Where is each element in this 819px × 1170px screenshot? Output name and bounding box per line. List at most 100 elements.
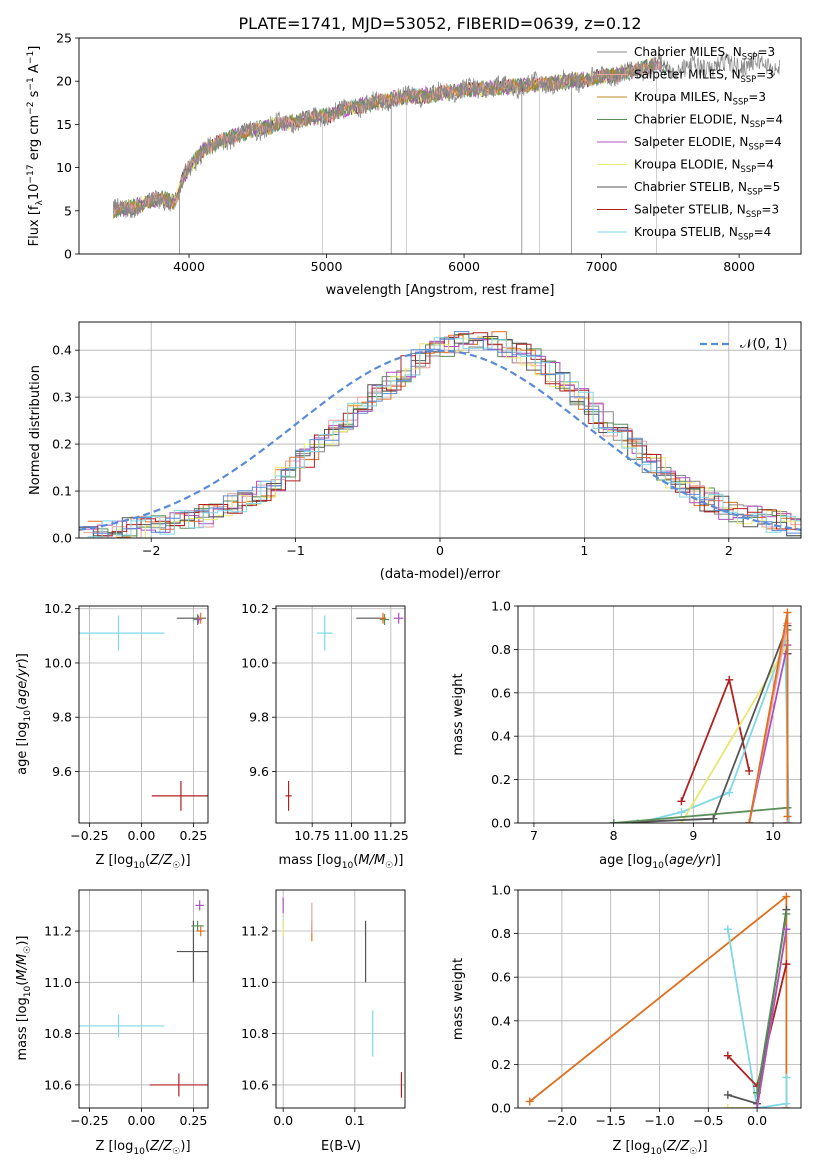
residual-histogram <box>87 336 801 538</box>
series-line <box>613 625 789 823</box>
normal-curve <box>79 349 801 531</box>
y-tick-label: 5 <box>64 203 72 218</box>
x-tick-label: −0.5 <box>693 1113 723 1128</box>
y-tick-label: 1.0 <box>491 599 511 614</box>
y-tick-label: 0.6 <box>491 970 511 985</box>
axes-residuals: −2 −1 0 1 2 0.0 0.1 0.2 0.3 0.4 Normed distributio… <box>28 321 802 582</box>
axes-frame <box>78 37 802 255</box>
plus-marker <box>723 1090 732 1099</box>
data-point <box>176 920 208 983</box>
series-line <box>613 629 789 823</box>
y-axis-label: Normed distribution <box>28 365 43 495</box>
y-tick-label: 11.0 <box>44 975 72 990</box>
plus-marker <box>782 925 791 934</box>
axes-mass-weight-vs-Z: −2.0 −1.5 −1.0 −0.5 0.0 0.0 0.2 0.4 0.6 0.8 1.0 mas… <box>451 883 802 1157</box>
y-tick-label: 11.2 <box>44 924 72 939</box>
mass-weight-series <box>745 608 792 823</box>
x-tick-label: 0.1 <box>345 1113 365 1128</box>
data-point <box>316 615 333 651</box>
axes-frame <box>517 605 802 824</box>
y-tick-label: 10 <box>56 160 72 175</box>
data-point <box>79 1014 165 1038</box>
mass-weight-series <box>753 925 791 1108</box>
residual-histogram <box>83 339 801 533</box>
axes-frame <box>275 889 406 1109</box>
data-point <box>196 615 201 624</box>
legend-label: Salpeter ELODIE, NSSP=4 <box>634 135 782 152</box>
x-axis-label: Z [log10(Z/Z☉)] <box>612 1139 707 1157</box>
x-axis-label: Z [log10(Z/Z☉)] <box>95 853 190 871</box>
plus-marker <box>723 925 732 934</box>
y-axis-label: mass weight <box>451 673 466 755</box>
y-tick-label: 0 <box>64 247 72 262</box>
spectrum-line <box>113 50 781 219</box>
plus-marker <box>677 797 686 806</box>
x-tick-label: 2 <box>725 543 733 558</box>
plus-marker <box>609 819 618 823</box>
legend-label: 𝒩(0, 1) <box>740 337 787 352</box>
x-tick-label: 7000 <box>586 259 618 274</box>
axes-mass-vs-EBV: 0.0 0.1 10.6 10.8 11.0 11.2 E(B-V) <box>241 889 406 1154</box>
x-tick-label: −2.0 <box>547 1113 577 1128</box>
plot-area <box>79 612 208 811</box>
x-tick-label: 0.00 <box>127 828 155 843</box>
x-tick-label: −0.25 <box>70 828 108 843</box>
plot-area <box>282 897 403 1098</box>
plus-marker <box>725 675 734 684</box>
axes-mass-weight-vs-age: 7 8 9 10 0.0 0.2 0.4 0.6 0.8 1.0 mass weight age [l… <box>451 599 802 871</box>
plot-area <box>79 900 208 1097</box>
axes-frame <box>78 605 209 824</box>
residual-histogram <box>87 331 801 538</box>
x-tick-label: 0.00 <box>127 1113 155 1128</box>
plus-marker <box>723 1104 732 1108</box>
y-tick-label: 0.0 <box>52 531 72 546</box>
y-tick-label: 11.0 <box>241 975 269 990</box>
x-tick-label: 0.25 <box>180 1113 208 1128</box>
y-axis-label: age [log10(age/yr)] <box>15 653 33 775</box>
x-axis-label: (data-model)/error <box>380 567 501 582</box>
data-point <box>285 780 292 811</box>
plot-area <box>79 331 801 538</box>
plus-marker <box>709 814 718 823</box>
x-tick-label: 9 <box>689 828 697 843</box>
x-tick-label: 10.75 <box>294 828 330 843</box>
x-tick-label: −1.5 <box>596 1113 626 1128</box>
y-tick-label: 9.8 <box>249 710 269 725</box>
legend-label: Kroupa STELIB, NSSP=4 <box>634 225 771 242</box>
x-tick-label: 6000 <box>448 259 480 274</box>
mass-weight-series <box>677 675 754 806</box>
y-axis-label: mass [log10(M/M☉)] <box>15 936 33 1061</box>
y-tick-label: 0.1 <box>52 484 72 499</box>
x-axis-label: wavelength [Angstrom, rest frame] <box>326 283 555 298</box>
mass-weight-series <box>753 909 791 1097</box>
mass-weight-series <box>745 641 792 823</box>
x-tick-label: 0 <box>436 543 444 558</box>
y-tick-label: 0.2 <box>491 1057 511 1072</box>
axes-spectrum: 4000 5000 6000 7000 8000 0 5 10 15 20 25 Flux [fλ10… <box>26 31 802 298</box>
plus-marker <box>782 1099 791 1108</box>
mass-weight-series <box>609 625 792 823</box>
y-tick-label: 10.6 <box>44 1077 72 1092</box>
data-point <box>79 615 165 651</box>
series-line <box>756 913 788 1093</box>
y-tick-label: 0.4 <box>491 729 511 744</box>
legend-label: Salpeter STELIB, NSSP=3 <box>634 203 779 220</box>
x-tick-label: −1 <box>286 543 304 558</box>
plot-area <box>113 50 781 254</box>
y-tick-label: 0.3 <box>52 390 72 405</box>
y-tick-label: 15 <box>56 117 72 132</box>
plus-marker <box>783 812 792 821</box>
legend-label: Chabrier MILES, NSSP=3 <box>634 45 775 62</box>
y-tick-label: 0.8 <box>491 642 511 657</box>
x-tick-label: 10 <box>765 828 781 843</box>
plus-marker <box>753 1104 762 1108</box>
data-point <box>191 920 204 932</box>
y-tick-label: 10.0 <box>44 655 72 670</box>
y-tick-label: 0.0 <box>491 1101 511 1116</box>
axes-frame <box>78 889 209 1109</box>
y-tick-label: 10.2 <box>241 601 269 616</box>
x-tick-label: 8 <box>610 828 618 843</box>
data-point <box>379 612 387 624</box>
plus-marker <box>782 909 791 918</box>
x-axis-label: Z [log10(Z/Z☉)] <box>95 1139 190 1157</box>
